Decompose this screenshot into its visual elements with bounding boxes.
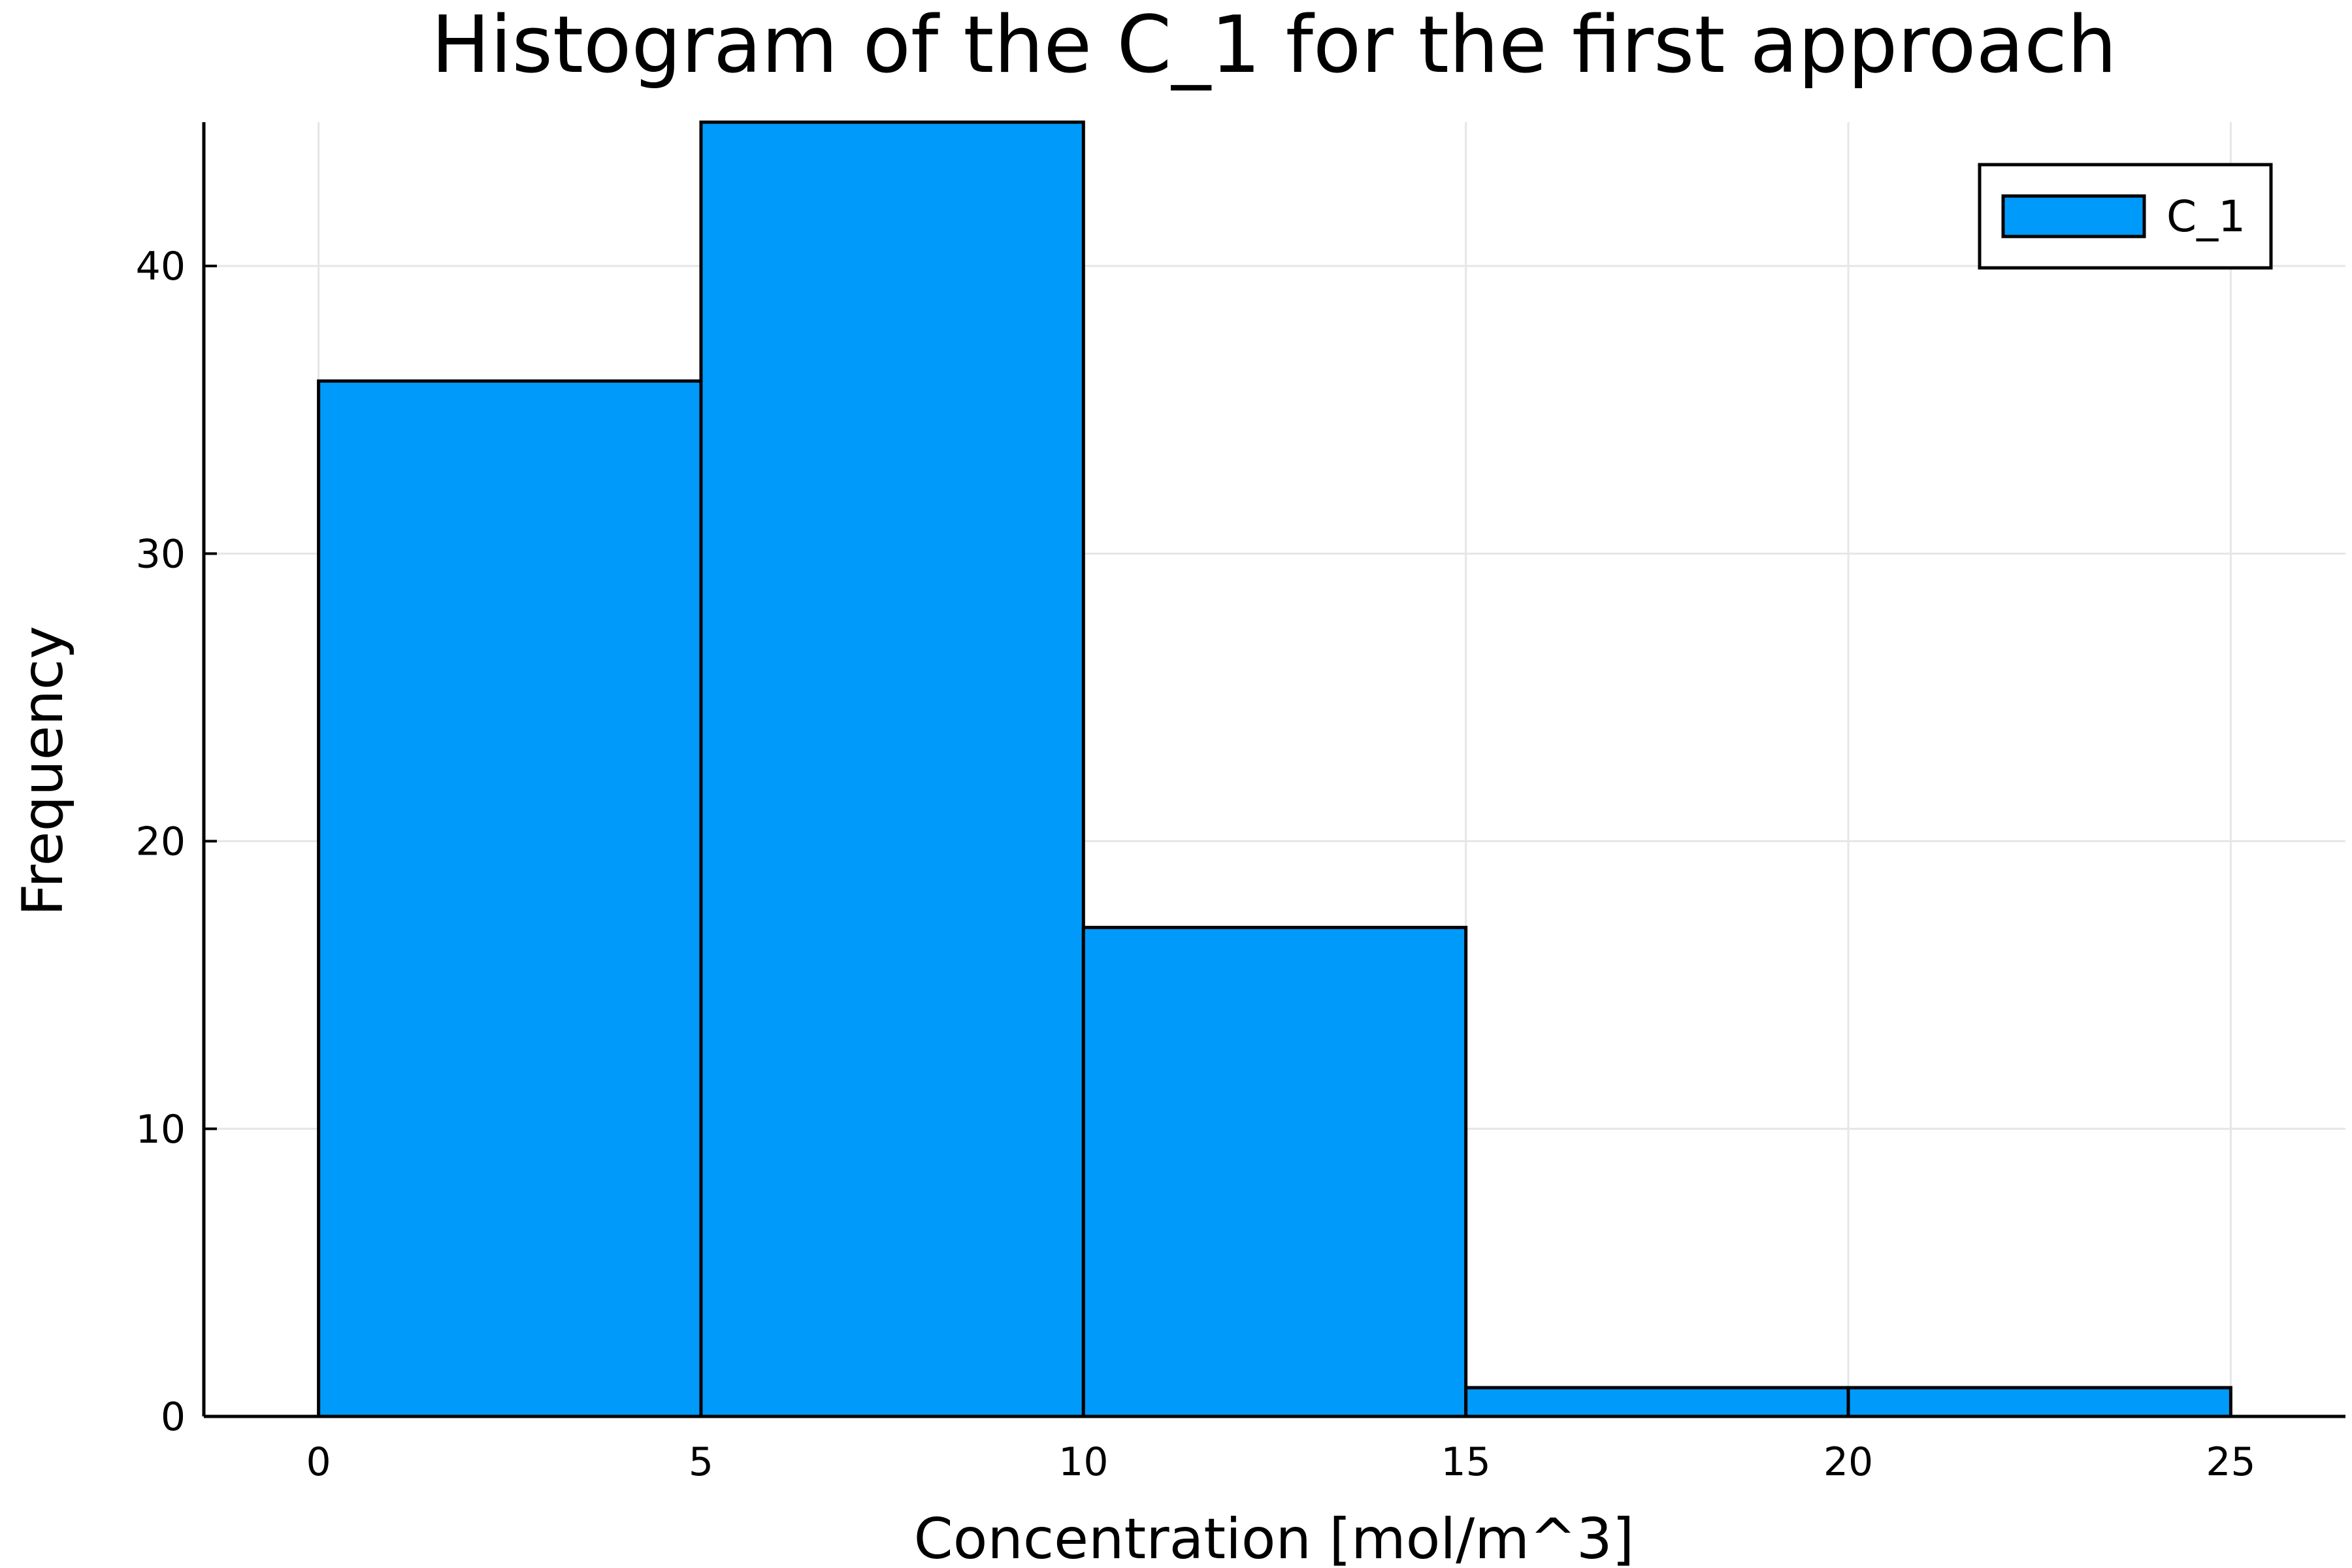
legend-entry-label: C_1 [2166,191,2246,242]
y-axis-label: Frequency [10,626,76,916]
y-tick-label: 30 [136,531,186,577]
histogram-bar [1081,926,1468,1418]
x-tick-label: 5 [689,1439,713,1485]
x-tick-label: 10 [1058,1439,1108,1485]
x-axis-ticks: 0 5 10 15 20 25 [306,1403,2256,1485]
histogram-bar [1846,1386,2232,1418]
x-tick-label: 25 [2206,1439,2255,1485]
axes [202,122,2345,1418]
x-axis-label: Concentration [mol/m^3] [914,1507,1635,1568]
histogram-bar [1464,1386,1850,1418]
legend: C_1 [1978,163,2273,270]
x-tick-label: 15 [1441,1439,1490,1485]
x-tick-label: 0 [306,1439,331,1485]
y-tick-label: 10 [136,1107,186,1152]
y-tick-label: 40 [136,244,186,289]
chart-title: Histogram of the C_1 for the first appro… [431,0,2117,91]
histogram-bar [317,379,703,1418]
histogram-bars [317,120,2232,1418]
legend-swatch [2001,194,2146,238]
x-tick-label: 20 [1823,1439,1873,1485]
histogram-bar [699,120,1085,1418]
y-axis-ticks: 0 10 20 30 40 [136,244,217,1440]
y-tick-label: 20 [136,819,186,865]
y-tick-label: 0 [161,1394,186,1440]
